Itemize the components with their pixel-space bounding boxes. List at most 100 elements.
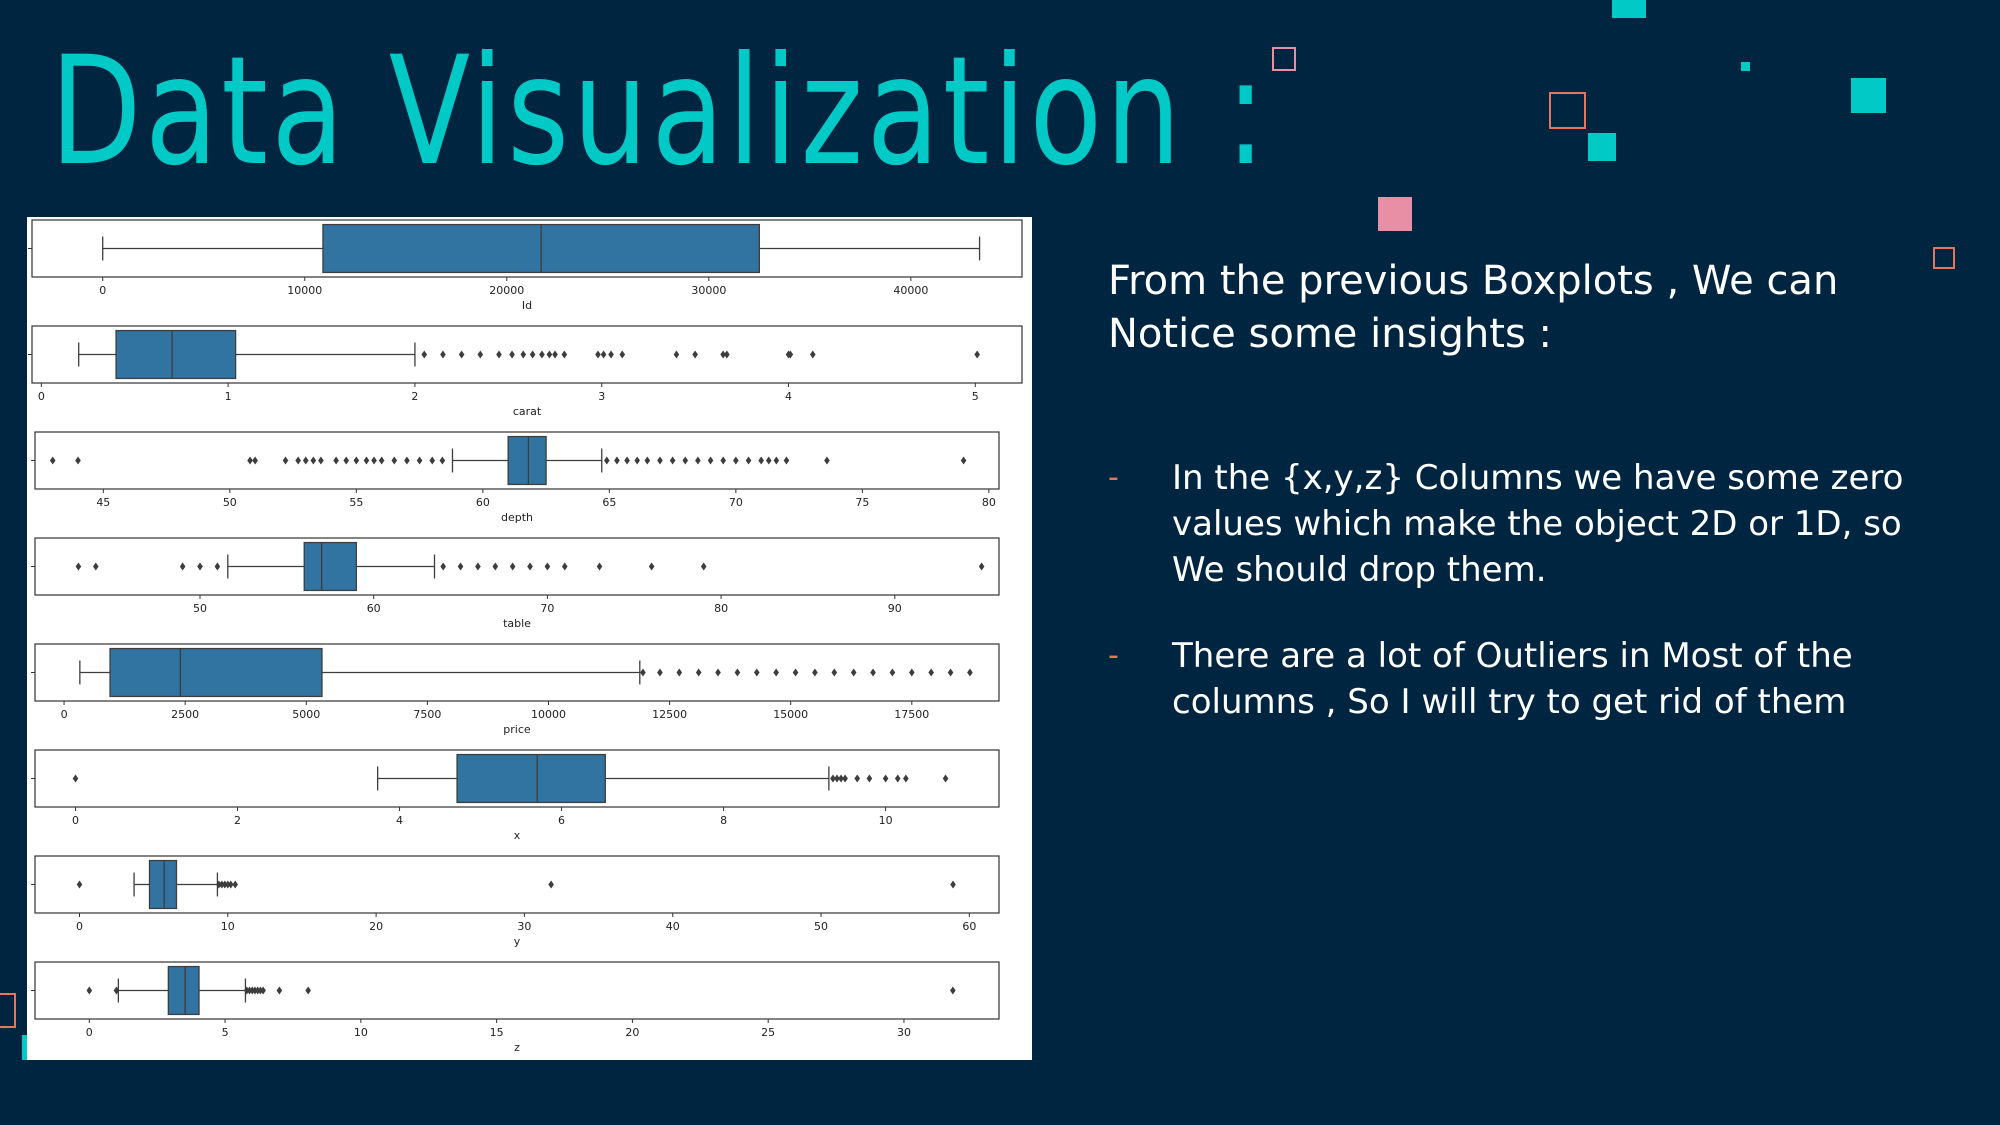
outlier-point [614,456,620,465]
outlier-point [960,456,967,465]
x-axis-label: depth [501,511,533,524]
x-tick-label: 40000 [893,284,928,297]
outlier-point [282,456,289,465]
x-axis-label: carat [513,405,542,418]
outlier-point [86,986,93,995]
x-tick-label: 12500 [652,708,687,721]
outlier-point [529,350,536,359]
outlier-point [92,562,99,571]
x-tick-label: 45 [96,496,110,509]
x-tick-label: 0 [99,284,106,297]
outlier-point [838,774,844,783]
x-tick-label: 2 [411,390,418,403]
outlier-point [440,350,446,359]
x-tick-label: 0 [61,708,68,721]
outlier-point [707,456,714,465]
outlier-point [608,350,614,359]
outlier-point [552,350,558,359]
outlier-point [792,668,799,677]
deco-square-teal-right [1851,78,1886,113]
outlier-point [870,668,876,677]
x-tick-label: 0 [38,390,45,403]
deco-square-teal-tiny [1741,62,1750,71]
box-iqr [456,753,606,804]
deco-square-outline-orange-left [0,993,16,1028]
outlier-point [214,562,221,571]
outlier-point [783,456,790,465]
x-tick-label: 0 [76,920,83,933]
x-tick-label: 10 [879,814,893,827]
x-tick-label: 70 [540,602,554,615]
outlier-point [974,350,980,359]
outlier-point [682,456,689,465]
x-axis-label: table [503,617,531,630]
outlier-point [903,774,909,783]
deco-square-teal-top [1612,0,1646,18]
outlier-point [509,350,515,359]
outlier-point [596,562,603,571]
outlier-point [49,456,56,465]
deco-square-outline-orange [1549,92,1586,129]
outlier-point [928,668,934,677]
outlier-point [391,456,398,465]
outlier-point [527,562,533,571]
outlier-point [440,562,446,571]
x-tick-label: 80 [714,602,728,615]
box-iqr [109,647,323,698]
outlier-point [404,456,410,465]
x-tick-label: 40 [666,920,680,933]
outlier-point [252,456,258,465]
outlier-point [600,350,607,359]
outlier-point [439,456,446,465]
x-tick-label: 65 [602,496,616,509]
outlier-point [720,456,727,465]
outlier-point [733,456,739,465]
outlier-point [657,668,663,677]
x-tick-label: 0 [86,1026,93,1039]
x-tick-label: 20 [369,920,383,933]
outlier-point [715,668,721,677]
outlier-point [720,350,726,359]
outlier-point [477,350,484,359]
outlier-point [894,774,901,783]
outlier-point [353,456,360,465]
deco-square-pink [1378,197,1412,231]
x-tick-label: 2 [234,814,241,827]
outlier-point [561,562,568,571]
x-tick-label: 70 [729,496,743,509]
outlier-point [247,456,253,465]
insights-list: - In the {x,y,z} Columns we have some ze… [1108,455,1908,765]
outlier-point [773,456,780,465]
outlier-point [216,880,222,889]
outlier-point [753,668,760,677]
bullet-marker: - [1108,638,1119,673]
outlier-point [421,350,428,359]
plot-frame [34,537,1000,596]
insight-text: There are a lot of Outliers in Most of t… [1172,636,1853,722]
x-axis-label: price [503,723,531,736]
deco-square-outline-pink [1272,47,1296,71]
outlier-point [909,668,915,677]
x-tick-label: 30 [897,1026,911,1039]
x-axis-label: z [514,1041,520,1054]
outlier-point [947,668,954,677]
outlier-point [544,562,551,571]
x-tick-label: 15000 [773,708,808,721]
outlier-point [619,350,626,359]
outlier-point [950,986,956,995]
outlier-point [724,350,730,359]
outlier-point [967,668,973,677]
outlier-point [318,456,324,465]
outlier-point [429,456,436,465]
outlier-point [496,350,502,359]
outlier-point [75,456,81,465]
outlier-point [197,562,203,571]
outlier-point [787,350,794,359]
x-tick-label: 10 [354,1026,368,1039]
outlier-point [882,774,889,783]
outlier-point [695,456,701,465]
outlier-point [76,880,83,889]
insight-item: - In the {x,y,z} Columns we have some ze… [1108,455,1908,593]
outlier-point [942,774,949,783]
outlier-point [305,986,311,995]
